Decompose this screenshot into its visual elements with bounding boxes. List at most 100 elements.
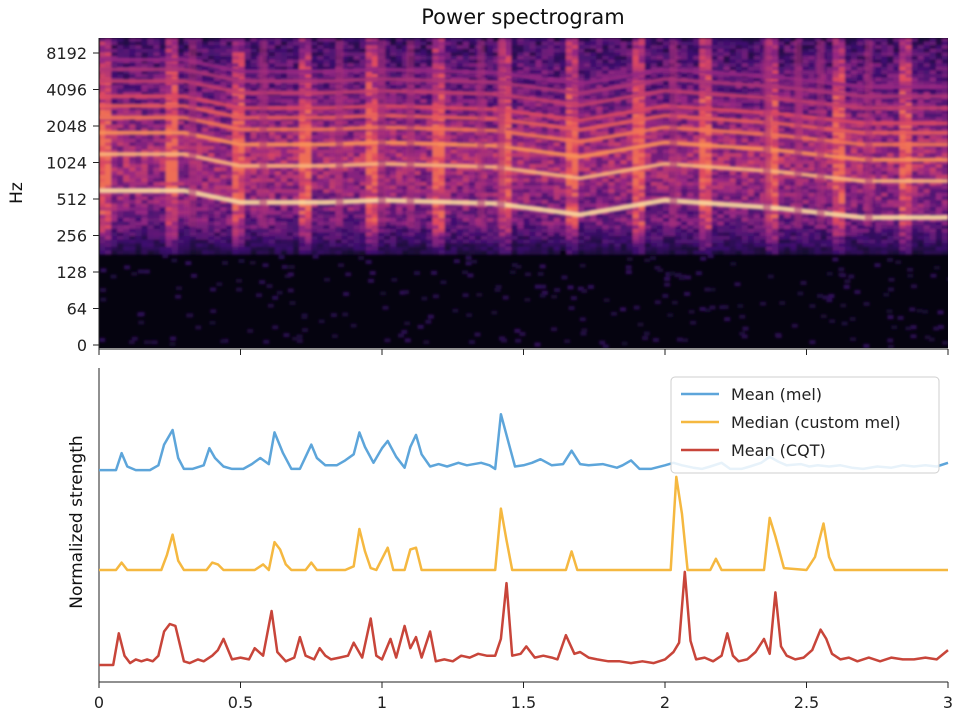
spectrogram-cell	[353, 236, 361, 241]
spectrogram-cell	[214, 88, 221, 93]
spectrogram-cell	[420, 117, 428, 122]
spectrogram-cell	[529, 160, 537, 165]
spectrogram-cell	[347, 239, 355, 244]
spectrogram-cell	[493, 113, 500, 118]
spectrogram-cell	[220, 84, 227, 90]
spectrogram-cell	[468, 239, 476, 244]
spectrogram-cell	[105, 182, 112, 187]
spectrogram-cell	[487, 102, 494, 108]
spectrogram-cell	[420, 95, 428, 100]
spectrogram-cell	[499, 243, 506, 248]
spectrogram-cell	[493, 120, 500, 126]
spectrogram-cell	[493, 214, 500, 219]
spectrogram-cell	[208, 81, 215, 86]
spectrogram-cell	[420, 110, 428, 115]
spectrogram-cell	[250, 48, 258, 53]
spectrogram-cell	[535, 88, 543, 93]
spectrogram-cell	[244, 135, 252, 140]
spectrogram-cell	[584, 243, 591, 248]
spectrogram-cell	[511, 164, 519, 169]
spectrogram-cell	[226, 203, 234, 208]
spectrogram-cell	[117, 171, 124, 176]
spectrogram-cell	[293, 135, 300, 140]
spectrogram-cell	[153, 106, 161, 111]
spectrogram-cell	[135, 124, 143, 129]
spectrogram-cell	[462, 146, 470, 151]
spectrogram-cell	[238, 149, 246, 154]
spectrogram-cell	[517, 48, 525, 53]
spectrogram-cell	[426, 185, 434, 190]
spectrogram-cell	[371, 120, 379, 126]
spectrogram-cell	[390, 210, 397, 216]
spectrogram-cell	[317, 210, 324, 216]
spectrogram-cell	[359, 135, 367, 140]
spectrogram-cell	[596, 106, 603, 111]
spectrogram-cell	[559, 120, 567, 126]
spectrogram-cell	[553, 84, 561, 90]
spectrogram-cell	[456, 228, 464, 234]
spectrogram-cell	[165, 142, 173, 147]
spectrogram-cell	[474, 239, 482, 244]
spectrogram-cell	[547, 232, 555, 237]
spectrogram-cell	[311, 146, 318, 151]
spectrogram-cell	[402, 70, 409, 75]
spectrogram-cell	[129, 81, 136, 86]
spectrogram-cell	[323, 95, 331, 100]
spectrogram-cell	[238, 167, 246, 172]
spectrogram-cell	[572, 110, 579, 115]
spectrogram-cell	[232, 178, 240, 183]
spectrogram-cell	[523, 142, 531, 147]
spectrogram-cell	[280, 203, 288, 208]
spectrogram-cell	[572, 113, 579, 118]
spectrogram-cell	[274, 196, 282, 201]
spectrogram-cell	[456, 135, 464, 140]
spectrogram-cell	[462, 221, 470, 226]
spectrogram-cell	[481, 243, 488, 248]
spectrogram-cell	[505, 200, 512, 205]
spectrogram-cell	[565, 56, 573, 61]
spectrogram-cell	[541, 225, 549, 230]
spectrogram-cell	[99, 200, 106, 205]
spectrogram-cell	[317, 52, 324, 57]
spectrogram-cell	[438, 138, 446, 144]
spectrogram-cell	[280, 74, 288, 79]
spectrogram-cell	[323, 81, 331, 86]
spectrogram-cell	[590, 156, 597, 162]
spectrogram-cell	[274, 59, 282, 64]
spectrogram-cell	[323, 221, 331, 226]
spectrogram-cell	[572, 88, 579, 93]
spectrogram-cell	[547, 174, 555, 180]
spectrogram-cell	[183, 63, 191, 68]
spectrogram-cell	[293, 207, 300, 212]
spectrogram-cell	[238, 218, 246, 223]
spectrogram-cell	[111, 214, 118, 219]
spectrogram-cell	[565, 74, 573, 79]
spectrogram-cell	[505, 210, 512, 216]
spectrogram-cell	[384, 218, 391, 223]
spectrogram-cell	[274, 38, 282, 43]
spectrogram-cell	[189, 246, 197, 252]
spectrogram-cell	[602, 38, 609, 43]
spectrogram-cell	[602, 81, 609, 86]
spectrogram-cell	[196, 236, 203, 241]
spectrogram-cell	[529, 70, 537, 75]
spectrogram-cell	[438, 221, 446, 226]
spectrogram-cell	[262, 232, 270, 237]
spectrogram-cell	[105, 178, 112, 183]
spectrogram-cell	[559, 70, 567, 75]
spectrogram-cell	[129, 124, 136, 129]
spectrogram-cell	[183, 225, 191, 230]
spectrogram-cell	[238, 185, 246, 190]
spectrogram-cell	[202, 138, 209, 144]
spectrogram-cell	[111, 149, 118, 154]
spectrogram-cell	[335, 225, 343, 230]
spectrogram-cell	[196, 146, 203, 151]
spectrogram-cell	[432, 243, 440, 248]
spectrogram-cell	[359, 178, 367, 183]
spectrogram-cell	[511, 246, 519, 252]
spectrogram-cell	[590, 149, 597, 154]
spectrogram-cell	[517, 171, 525, 176]
spectrogram-cell	[171, 203, 179, 208]
spectrogram-cell	[541, 74, 549, 79]
spectrogram-cell	[553, 120, 561, 126]
